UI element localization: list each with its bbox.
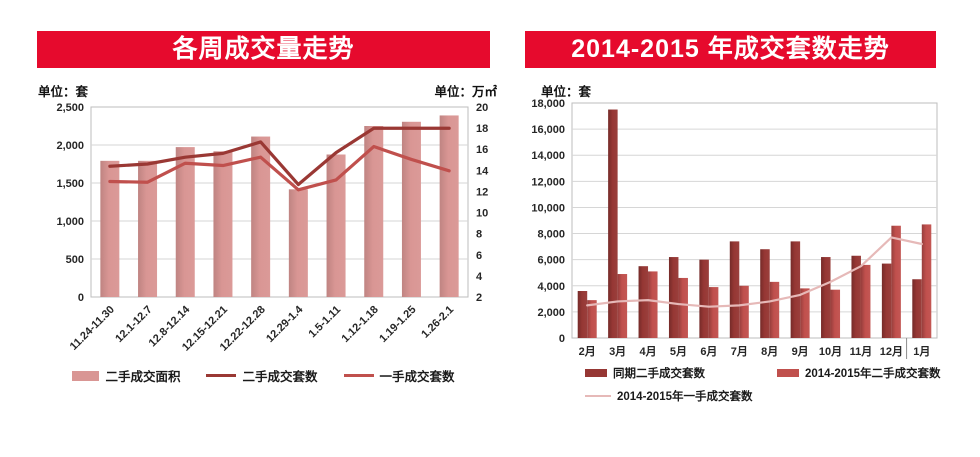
svg-text:4月: 4月 — [639, 345, 656, 358]
svg-text:1.26-2.1: 1.26-2.1 — [419, 304, 456, 341]
legend-label: 一手成交套数 — [379, 370, 455, 384]
svg-text:2: 2 — [476, 292, 482, 304]
legend-line-swatch — [343, 373, 374, 378]
weekly-volume-chart: 0 500 1,000 1,500 2,000 2,500 2 4 6 8 10 12 14 16 18 20… — [56, 102, 489, 354]
svg-text:8: 8 — [476, 229, 482, 241]
svg-text:8月: 8月 — [761, 345, 778, 358]
svg-text:6月: 6月 — [700, 345, 717, 358]
legend-item-legend-1a-1: 2014-2015年二手成交套数 — [777, 365, 941, 381]
svg-text:12,000: 12,000 — [531, 176, 565, 188]
weekly-unit-right-label: 单位：万㎡ — [434, 85, 497, 99]
legend-bar-swatch — [777, 369, 799, 377]
weekly-unit-left-label: 单位：套 — [38, 85, 89, 99]
svg-text:1,500: 1,500 — [56, 178, 84, 190]
svg-text:12: 12 — [476, 186, 488, 198]
svg-text:500: 500 — [66, 254, 84, 266]
legend-label: 二手成交套数 — [242, 370, 318, 384]
legend-line-swatch — [206, 373, 237, 378]
svg-text:6: 6 — [476, 250, 482, 262]
legend-item-legend-1b-0: 2014-2015年一手成交套数 — [585, 388, 753, 404]
svg-text:0: 0 — [78, 292, 84, 304]
svg-text:4,000: 4,000 — [537, 281, 565, 293]
svg-text:12月: 12月 — [880, 345, 903, 358]
svg-text:1.5-1.11: 1.5-1.11 — [307, 304, 344, 341]
svg-text:18: 18 — [476, 123, 488, 135]
svg-text:1,000: 1,000 — [56, 216, 84, 228]
weekly-volume-legend: 二手成交面积 二手成交套数 一手成交套数 — [37, 366, 490, 385]
legend-label: 同期二手成交套数 — [613, 368, 705, 380]
svg-text:10月: 10月 — [819, 345, 842, 358]
svg-text:12.1-12.7: 12.1-12.7 — [113, 304, 154, 345]
monthly-units-title: 2014-2015 年成交套数走势 — [571, 35, 890, 63]
svg-text:1.19-1.25: 1.19-1.25 — [377, 304, 418, 345]
monthly-units-legend-row1: 同期二手成交套数 2014-2015年二手成交套数 — [585, 365, 941, 381]
monthly-unit-left-label: 单位：套 — [541, 85, 592, 99]
legend-item-legend-0-1: 二手成交套数 — [206, 366, 318, 385]
svg-text:6,000: 6,000 — [537, 255, 565, 267]
legend-label: 2014-2015年二手成交套数 — [805, 368, 941, 380]
svg-text:11月: 11月 — [850, 345, 873, 358]
legend-label: 二手成交面积 — [105, 370, 181, 384]
svg-text:7月: 7月 — [731, 345, 748, 358]
svg-text:10: 10 — [476, 208, 488, 220]
svg-text:16: 16 — [476, 144, 488, 156]
svg-text:20: 20 — [476, 102, 488, 114]
legend-bar-swatch — [72, 370, 100, 381]
svg-text:1.12-1.18: 1.12-1.18 — [340, 304, 381, 345]
svg-text:4: 4 — [476, 271, 483, 283]
svg-text:14,000: 14,000 — [531, 150, 565, 162]
svg-text:2,000: 2,000 — [537, 307, 565, 319]
svg-text:3月: 3月 — [609, 345, 626, 358]
weekly-volume-title: 各周成交量走势 — [172, 35, 355, 63]
svg-text:2月: 2月 — [579, 345, 596, 358]
svg-text:16,000: 16,000 — [531, 124, 565, 136]
svg-text:8,000: 8,000 — [537, 229, 565, 241]
legend-bar-swatch — [585, 369, 607, 377]
svg-text:12.29-1.4: 12.29-1.4 — [264, 303, 306, 345]
svg-text:2,000: 2,000 — [56, 140, 84, 152]
svg-text:14: 14 — [476, 165, 489, 177]
svg-text:12.15-12.21: 12.15-12.21 — [180, 304, 230, 354]
svg-text:12.22-12.28: 12.22-12.28 — [218, 304, 268, 354]
legend-item-legend-0-0: 二手成交面积 — [72, 366, 180, 385]
monthly-units-legend-row2: 2014-2015年一手成交套数 — [585, 388, 753, 404]
svg-text:1月: 1月 — [913, 345, 930, 358]
monthly-units-title-banner: 2014-2015 年成交套数走势 — [525, 31, 936, 68]
svg-text:12.8-12.14: 12.8-12.14 — [147, 303, 193, 349]
legend-item-legend-0-2: 一手成交套数 — [343, 366, 455, 385]
legend-item-legend-1a-0: 同期二手成交套数 — [585, 365, 705, 381]
svg-text:11.24-11.30: 11.24-11.30 — [68, 304, 117, 353]
svg-text:5月: 5月 — [670, 345, 687, 358]
legend-line-swatch — [585, 395, 611, 397]
svg-text:2,500: 2,500 — [56, 102, 84, 114]
svg-text:18,000: 18,000 — [531, 98, 565, 110]
monthly-units-chart: 0 2,000 4,000 6,000 8,000 10,000 12,000 14,000 1… — [531, 98, 938, 359]
weekly-volume-title-banner: 各周成交量走势 — [37, 31, 490, 68]
svg-text:9月: 9月 — [792, 345, 809, 358]
svg-text:0: 0 — [559, 333, 565, 345]
svg-text:10,000: 10,000 — [531, 202, 565, 214]
legend-label: 2014-2015年一手成交套数 — [617, 391, 753, 403]
